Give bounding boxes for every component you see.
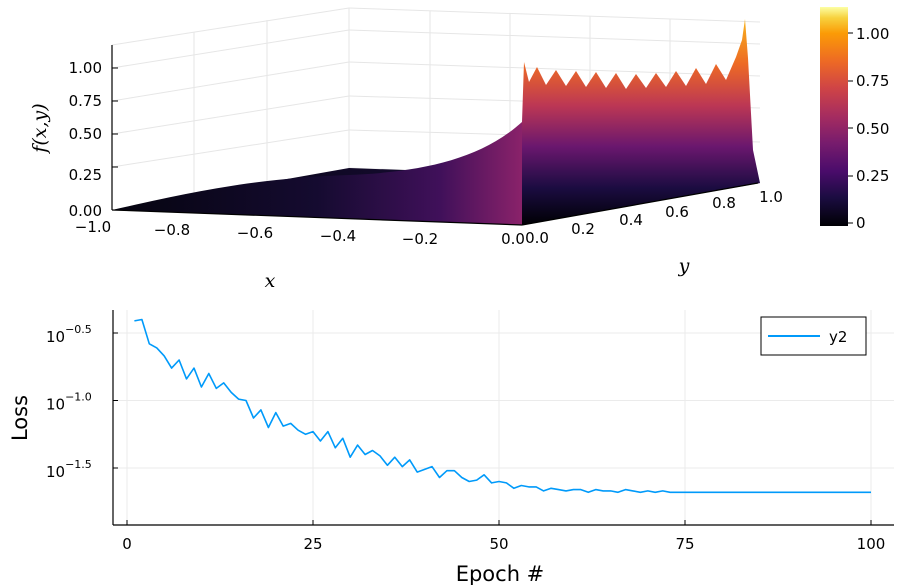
z-tick-label: 0.25	[69, 166, 102, 184]
loss-x-tick-label: 100	[857, 535, 886, 553]
colorbar	[820, 7, 848, 226]
colorbar-tick-label: 1.00	[856, 25, 889, 43]
loss-series-line	[134, 318, 871, 494]
loss-series	[134, 318, 871, 494]
x-tick-label: −0.4	[320, 227, 356, 245]
y-tick-label: 0.6	[665, 203, 689, 221]
x-axis-title: x	[265, 270, 276, 292]
colorbar-tick-label: 0.25	[856, 167, 889, 185]
y-axis-title: y	[678, 255, 690, 277]
z-tick-label: 1.00	[69, 59, 102, 77]
y-tick-label: 0.2	[571, 220, 595, 238]
surface-slope	[112, 122, 522, 225]
loss-y-tick-label: 10−0.5	[46, 323, 92, 346]
x-tick-label: −1.0	[75, 218, 111, 236]
y-tick-label: 1.0	[759, 188, 783, 206]
x-tick-label: 0.0	[501, 230, 525, 248]
surface-axes	[111, 45, 759, 226]
surface-ticks	[112, 67, 118, 211]
loss-y-tick-label: 10−1.0	[46, 391, 92, 414]
loss-ticks: 0 25 50 75 100 10−0.5 10−1.0 10−1.5	[46, 323, 885, 553]
loss-x-tick-label: 50	[489, 535, 508, 553]
z-tick-label: 0.75	[69, 92, 102, 110]
loss-y-axis-title: Loss	[8, 395, 32, 441]
surface-plot: 1.00 0.75 0.50 0.25 0.00 −1.0 −0.8 −0.6 …	[29, 7, 889, 292]
loss-x-tick-label: 0	[122, 535, 132, 553]
z-axis-title: f(x,y)	[29, 103, 51, 154]
y-tick-label: 0.4	[619, 211, 643, 229]
legend: y2	[760, 316, 867, 356]
legend-entry-label: y2	[829, 328, 847, 346]
x-tick-label: −0.8	[154, 221, 190, 239]
loss-plot: 0 25 50 75 100 10−0.5 10−1.0 10−1.5 Loss Epoch …	[8, 310, 894, 585]
loss-y-tick-label: 10−1.5	[46, 458, 92, 481]
y-tick-label: 0.0	[525, 229, 549, 247]
z-tick-label: 0.50	[69, 125, 102, 143]
colorbar-tick-label: 0.75	[856, 72, 889, 90]
x-tick-label: −0.2	[402, 230, 438, 248]
loss-x-axis-title: Epoch #	[456, 562, 545, 585]
surface-wall	[522, 19, 760, 225]
loss-axes	[112, 310, 894, 526]
loss-x-tick-label: 25	[303, 535, 322, 553]
x-tick-label: −0.6	[237, 224, 273, 242]
y-tick-label: 0.8	[712, 194, 736, 212]
colorbar-ticks	[848, 32, 853, 224]
z-tick-label: 0.00	[69, 202, 102, 220]
colorbar-tick-label: 0	[856, 214, 866, 232]
colorbar-tick-label: 0.50	[856, 120, 889, 138]
loss-x-tick-label: 75	[675, 535, 694, 553]
